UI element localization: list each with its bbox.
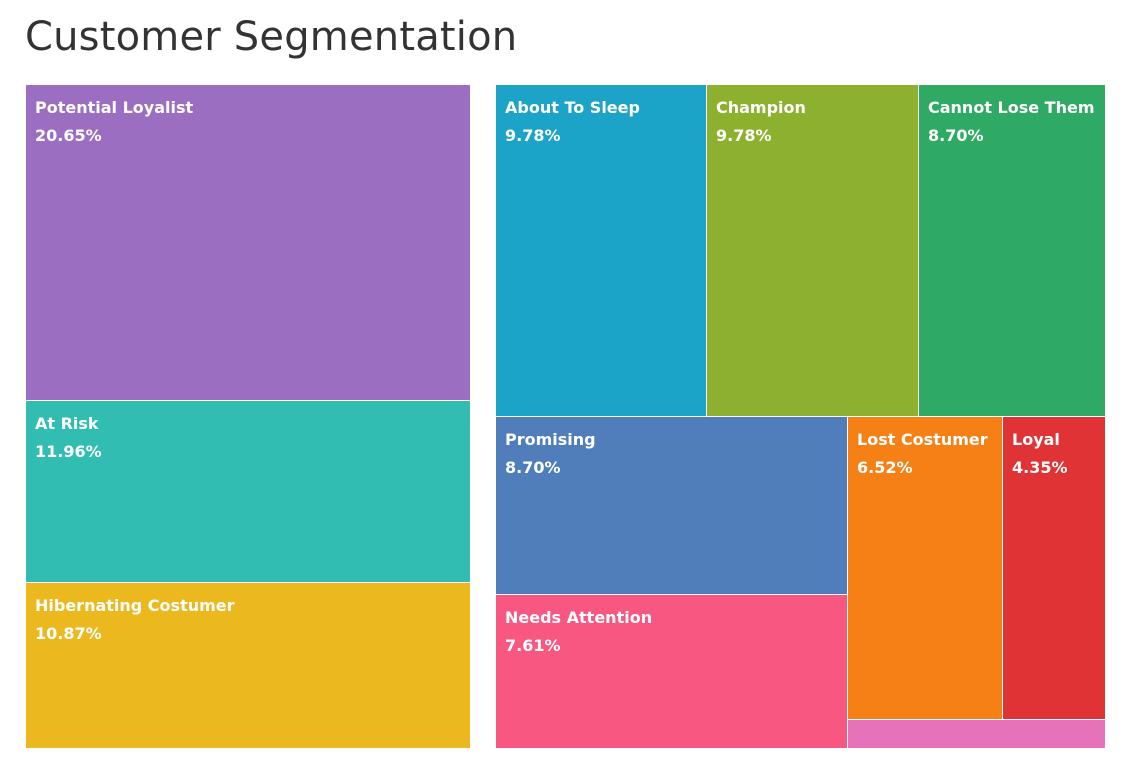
treemap-tile-lost-costumer[interactable]: Lost Costumer 6.52% — [847, 416, 1003, 720]
tile-label: Cannot Lose Them — [928, 98, 1095, 117]
tile-label: Lost Costumer — [857, 430, 988, 449]
treemap-tile-hibernating-costumer[interactable]: Hibernating Costumer 10.87% — [25, 582, 471, 749]
treemap-tile-promising[interactable]: Promising 8.70% — [495, 416, 848, 595]
treemap-tile-unlabeled[interactable] — [847, 719, 1106, 749]
tile-value: 9.78% — [716, 126, 772, 145]
tile-value: 8.70% — [505, 458, 561, 477]
tile-value: 7.61% — [505, 636, 561, 655]
tile-value: 10.87% — [35, 624, 102, 643]
chart-title: Customer Segmentation — [25, 14, 518, 60]
tile-value: 9.78% — [505, 126, 561, 145]
tile-label: Potential Loyalist — [35, 98, 194, 117]
tile-label: Promising — [505, 430, 596, 449]
treemap-tile-loyal[interactable]: Loyal 4.35% — [1002, 416, 1106, 720]
treemap-tile-at-risk[interactable]: At Risk 11.96% — [25, 400, 471, 583]
tile-value: 8.70% — [928, 126, 984, 145]
tile-value: 6.52% — [857, 458, 913, 477]
tile-label: At Risk — [35, 414, 99, 433]
treemap-tile-cannot-lose-them[interactable]: Cannot Lose Them 8.70% — [918, 84, 1106, 417]
tile-label: Loyal — [1012, 430, 1060, 449]
tile-label: Champion — [716, 98, 806, 117]
tile-label: About To Sleep — [505, 98, 640, 117]
treemap-tile-about-to-sleep[interactable]: About To Sleep 9.78% — [495, 84, 707, 417]
tile-value: 20.65% — [35, 126, 102, 145]
treemap-tile-needs-attention[interactable]: Needs Attention 7.61% — [495, 594, 848, 749]
tile-label: Needs Attention — [505, 608, 653, 627]
treemap-tile-champion[interactable]: Champion 9.78% — [706, 84, 919, 417]
tile-label: Hibernating Costumer — [35, 596, 235, 615]
tile-value: 4.35% — [1012, 458, 1068, 477]
treemap-tile-potential-loyalist[interactable]: Potential Loyalist 20.65% — [25, 84, 471, 401]
tile-value: 11.96% — [35, 442, 102, 461]
